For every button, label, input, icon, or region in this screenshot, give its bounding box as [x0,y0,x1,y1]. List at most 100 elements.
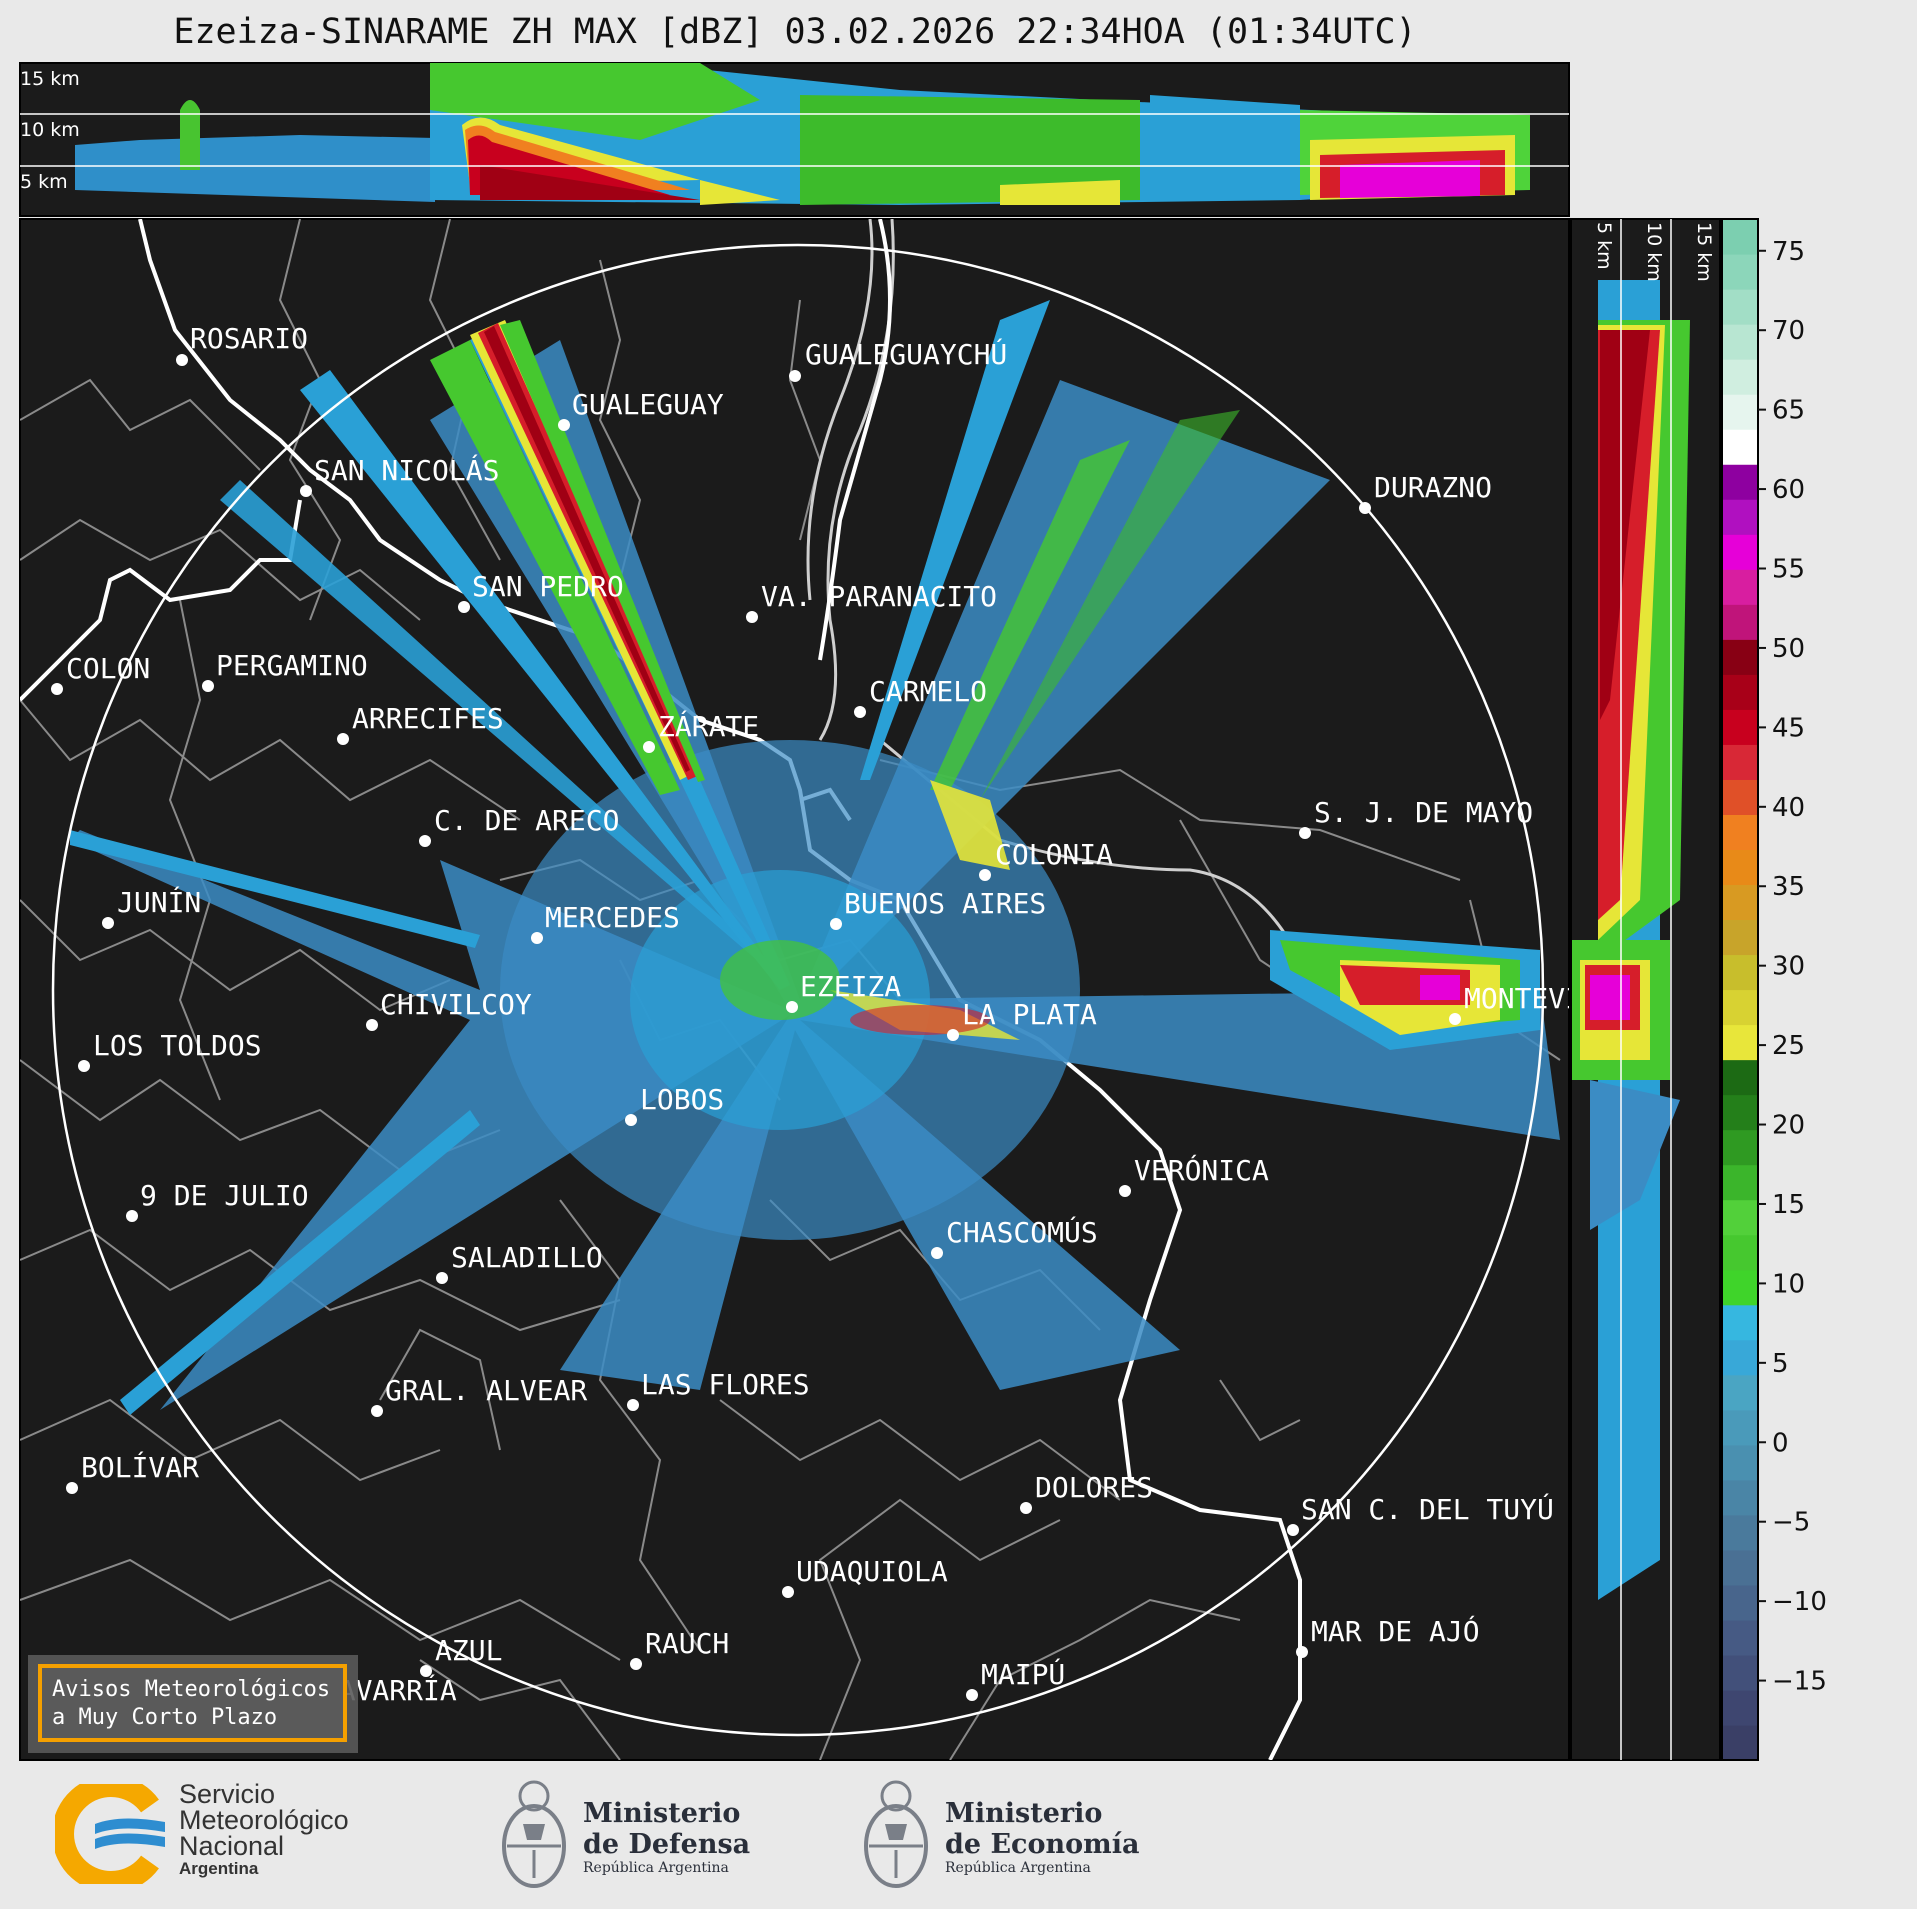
colorbar-tick-label: 65 [1772,396,1805,426]
defensa-logo[interactable]: Ministerio de Defensa República Argentin… [495,1774,750,1900]
colorbar-block [1722,639,1758,675]
colorbar-tick-label: −5 [1772,1508,1810,1538]
defensa-line-3: República Argentina [583,1860,729,1876]
colorbar-block [1722,1024,1758,1061]
colorbar-tick-label: −10 [1772,1587,1827,1617]
city-label: JUNÍN [117,885,201,919]
coat-of-arms-icon [502,1780,566,1888]
colorbar-block [1722,1339,1758,1376]
colorbar-block [1722,1269,1758,1306]
warning-line-2: a Muy Corto Plazo [52,1705,277,1730]
colorbar-block [1722,849,1758,886]
right-height-panel: 5 km 10 km 15 km [1570,218,1721,1761]
city-label: S. J. DE MAYO [1314,796,1533,829]
colorbar-tick-label: 25 [1772,1031,1805,1061]
top-height-label-10km: 10 km [20,119,80,141]
map-panel: ROSARIO GUALEGUAYCHÚ GUALEGUAY SAN NICOL… [19,218,1570,1761]
colorbar-block [1722,709,1758,745]
colorbar-block [1722,1444,1758,1481]
colorbar-block [1722,569,1758,605]
colorbar-block [1722,1514,1758,1551]
map-title: Ezeiza-SINARAME ZH MAX [dBZ] 03.02.2026 … [173,12,1417,52]
smn-name-line-2: Meteorológico [179,1805,349,1835]
city-label: ZÁRATE [658,709,759,743]
economia-logo[interactable]: Ministerio de Economía República Argenti… [857,1774,1139,1900]
footer-logos: Servicio Meteorológico Nacional Argentin… [0,1762,1917,1909]
city-label: BUENOS AIRES [844,887,1046,920]
colorbar-tick-label: 50 [1772,634,1805,664]
radar-site-label: EZEIZA [800,970,901,1003]
colorbar-block [1722,1479,1758,1516]
colorbar-block [1722,884,1758,921]
city-label: PERGAMINO [216,649,368,682]
city-label: UDAQUIOLA [796,1555,948,1588]
colorbar-tick-label: 20 [1772,1111,1805,1141]
economia-line-3: República Argentina [945,1860,1091,1876]
top-height-panel: 15 km 10 km 5 km [19,62,1570,217]
colorbar-frame [1721,218,1759,1761]
top-height-label-5km: 5 km [20,171,68,193]
colorbar-block [1722,744,1758,780]
defensa-line-1: Ministerio [583,1798,741,1829]
colorbar-block [1722,814,1758,851]
city-label: VA. PARANACITO [761,580,997,613]
colorbar-tick-label: 45 [1772,713,1805,743]
city-label: LOS TOLDOS [93,1029,262,1062]
city-label: DOLORES [1035,1471,1153,1504]
smn-logo[interactable]: Servicio Meteorológico Nacional Argentin… [55,1779,349,1884]
smn-name-line-4: Argentina [179,1859,259,1878]
colorbar-block [1722,989,1758,1026]
defensa-line-2: de Defensa [583,1829,751,1860]
colorbar-block [1722,674,1758,710]
city-label: SAN PEDRO [472,570,624,603]
city-markers [51,354,1461,1717]
colorbar-block [1722,219,1758,255]
city-label: GRAL. ALVEAR [385,1374,587,1407]
colorbar-block [1722,1654,1758,1691]
colorbar-tick-label: 40 [1772,793,1805,823]
colorbar-tick-label: 30 [1772,952,1805,982]
colorbar-block [1722,1549,1758,1586]
colorbar-block [1722,779,1758,815]
right-height-label-15km: 15 km [1693,222,1715,282]
city-label: COLONIA [995,838,1113,871]
city-label: 9 DE JULIO [140,1179,309,1212]
city-label: LOBOS [640,1083,724,1116]
city-label: ARRECIFES [352,702,504,735]
city-label: SAN C. DEL TUYÚ [1301,1492,1554,1526]
colorbar-block [1722,324,1758,360]
right-height-label-5km: 5 km [1593,222,1615,270]
colorbar-tick-label: 15 [1772,1190,1805,1220]
city-label: SALADILLO [451,1241,603,1274]
smn-name-line-1: Servicio [179,1779,276,1809]
colorbar-block [1722,919,1758,956]
colorbar-block [1722,534,1758,570]
colorbar-tick-label: 0 [1772,1428,1789,1458]
colorbar-tick-label: 5 [1772,1349,1789,1379]
city-label: RAUCH [645,1627,729,1660]
colorbar-block [1722,429,1758,465]
colorbar-block [1722,1129,1758,1166]
colorbar-tick-label: 75 [1772,237,1805,267]
city-label: CARMELO [869,675,987,708]
city-label: VERÓNICA [1134,1153,1269,1187]
colorbar-block [1722,1164,1758,1201]
colorbar-block [1722,604,1758,640]
radar-figure: 15 km 10 km 5 km [19,62,1827,1761]
city-label: CHIVILCOY [380,988,532,1021]
colorbar-block [1722,254,1758,290]
city-label: GUALEGUAYCHÚ [805,337,1007,371]
smn-emblem-icon [55,1784,165,1884]
colorbar-block [1722,1059,1758,1096]
colorbar-block [1722,499,1758,535]
top-height-label-15km: 15 km [20,68,80,90]
colorbar-block [1722,1584,1758,1621]
colorbar-tick-label: −15 [1772,1667,1827,1697]
colorbar-block [1722,464,1758,500]
coat-of-arms-icon [864,1780,928,1888]
colorbar-block [1722,289,1758,325]
city-label: LA PLATA [962,998,1097,1031]
warning-box[interactable]: Avisos Meteorológicos a Muy Corto Plazo [28,1655,358,1753]
